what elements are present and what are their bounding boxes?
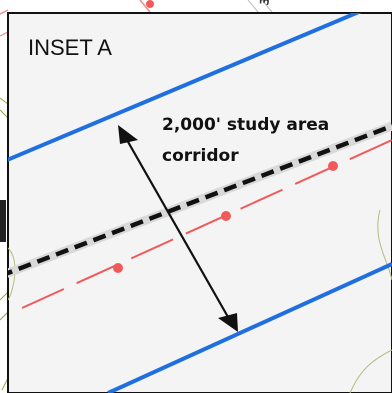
corridor-callout-line2: corridor	[162, 146, 239, 166]
corridor-callout-line1: 2,000' study area	[162, 115, 329, 135]
outside-feature	[0, 200, 6, 242]
proposed-centerline	[8, 123, 392, 276]
corridor-boundary-south	[107, 262, 392, 393]
double-headed-arrow-icon	[218, 313, 238, 332]
double-headed-arrow-icon	[118, 125, 138, 144]
background-map-label: 3	[257, 0, 272, 7]
inset-title: INSET A	[28, 35, 112, 60]
existing-line-marker	[113, 263, 123, 273]
corridor-width-arrow	[126, 139, 229, 318]
outside-dot	[146, 0, 154, 8]
existing-line-marker	[328, 161, 338, 171]
corridor-boundary-north	[8, 13, 362, 162]
existing-line-marker	[221, 211, 231, 221]
